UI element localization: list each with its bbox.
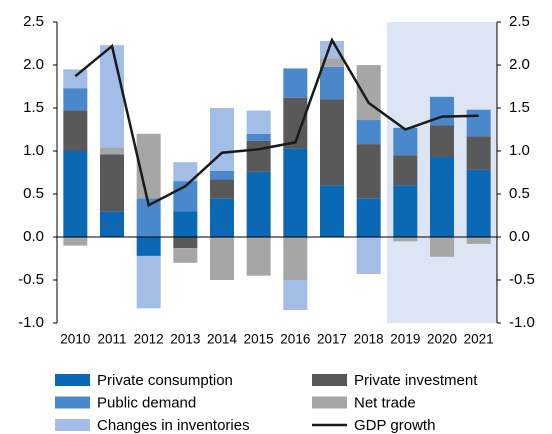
bar-segment (210, 179, 234, 199)
legend-swatch (55, 419, 90, 431)
bar-segment (430, 125, 454, 158)
bar-segment (63, 69, 88, 89)
bar-segment (136, 255, 161, 309)
y2-tick-label: 2.0 (509, 56, 530, 73)
y-tick-label: -0.5 (18, 271, 44, 288)
legend-swatch (55, 374, 90, 386)
x-tick-label: 2017 (317, 332, 347, 347)
y-tick-label: 0.5 (23, 185, 44, 202)
y2-tick-label: -0.5 (509, 271, 535, 288)
y2-tick-label: 1.5 (509, 99, 530, 116)
bar-segment (100, 147, 124, 155)
bar-segment (173, 211, 198, 237)
bar-segment (356, 198, 381, 237)
bar-segment (393, 185, 418, 237)
bar-segment (246, 140, 271, 172)
legend-label: GDP growth (354, 417, 435, 434)
x-tick-label: 2020 (427, 332, 457, 347)
y-tick-label: 2.5 (23, 13, 44, 30)
bar-segment (466, 237, 491, 244)
x-tick-label: 2018 (354, 332, 384, 347)
bar-segment (320, 185, 344, 237)
legend-label: Private consumption (97, 372, 233, 389)
bar-segment (466, 136, 491, 170)
legend-label: Net trade (354, 394, 416, 411)
bar-segment (356, 144, 381, 199)
bar-segment (246, 110, 271, 134)
bar-segment (393, 237, 418, 242)
legend-label: Private investment (354, 372, 478, 389)
x-tick-label: 2013 (170, 332, 200, 347)
legend-swatch (312, 374, 347, 386)
bar-segment (430, 157, 454, 237)
bar-segment (210, 198, 234, 237)
bar-segment (430, 96, 454, 126)
bar-segment (63, 237, 88, 246)
gdp-line (74, 37, 479, 208)
bar-segment (283, 237, 308, 280)
x-tick-label: 2015 (244, 332, 274, 347)
bar-segment (173, 237, 198, 249)
bar-segment (210, 237, 234, 280)
y-tick-label: 0.0 (23, 228, 44, 245)
legend-label: Public demand (97, 394, 196, 411)
bar-segment (100, 154, 124, 212)
y-tick-label: 1.5 (23, 99, 44, 116)
bar-segment (356, 65, 381, 121)
bar-segment (100, 45, 124, 148)
y2-tick-label: 0.5 (509, 185, 530, 202)
x-tick-label: 2021 (464, 332, 494, 347)
y2-tick-label: -1.0 (509, 314, 535, 331)
bar-segment (173, 248, 198, 263)
x-tick-label: 2010 (60, 332, 90, 347)
y2-tick-label: 2.5 (509, 13, 530, 30)
legend-swatch (55, 396, 90, 409)
x-tick-label: 2014 (207, 332, 238, 347)
x-tick-label: 2012 (134, 332, 164, 347)
bar-segment (320, 99, 344, 186)
bar-segment (356, 120, 381, 145)
bar-segment (393, 127, 418, 156)
y-tick-label: 1.0 (23, 142, 44, 159)
bar-segment (466, 109, 491, 137)
bar-segment (173, 162, 198, 182)
bar-segment (63, 110, 88, 151)
x-tick-label: 2011 (97, 332, 126, 347)
bar-segment (246, 171, 271, 237)
bar-segment (320, 58, 344, 67)
bar-segment (283, 68, 308, 98)
bar-segment (246, 133, 271, 141)
bar-segment (466, 169, 491, 237)
bar-segment (393, 155, 418, 186)
legend-swatch (312, 396, 347, 409)
y2-tick-label: 0.0 (509, 228, 530, 245)
legend-label: Changes in inventories (97, 417, 250, 434)
bar-segment (320, 66, 344, 100)
bar-segment (430, 237, 454, 257)
x-tick-label: 2016 (280, 332, 310, 347)
bar-segment (356, 237, 381, 274)
bar-segment (136, 237, 161, 256)
bar-segment (246, 237, 271, 276)
y2-tick-label: 1.0 (509, 142, 530, 159)
bar-segment (63, 151, 88, 237)
bar-segment (283, 280, 308, 311)
bar-segment (210, 170, 234, 180)
y-tick-label: -1.0 (18, 314, 44, 331)
bar-segment (283, 148, 308, 237)
x-tick-label: 2019 (390, 332, 420, 347)
bar-segment (100, 211, 124, 237)
bar-segment (63, 88, 88, 111)
y-tick-label: 2.0 (23, 56, 44, 73)
